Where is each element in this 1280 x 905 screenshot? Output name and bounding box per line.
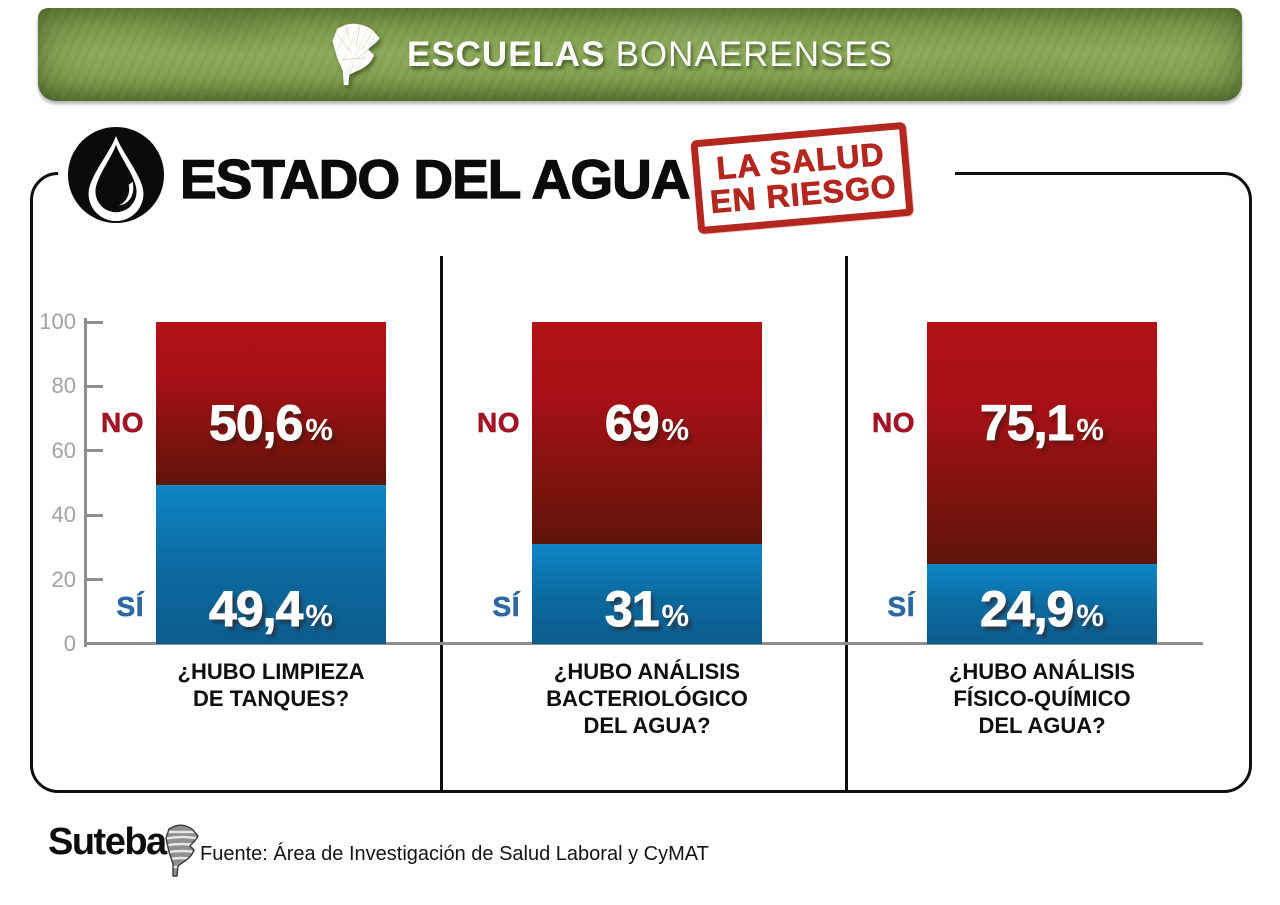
y-tick-label: 80 xyxy=(51,373,76,398)
bar-segment-no xyxy=(927,322,1157,564)
y-tick-label: 0 xyxy=(63,631,76,656)
no-percentage: 69% xyxy=(604,395,690,452)
bar-segment-si xyxy=(927,563,1157,644)
chart-panel-analisis-fisico-quimico: NO SÍ 75,1% 24,9% ¿HUBO ANÁLISIS FÍSICO-… xyxy=(872,322,1157,738)
suteba-province-icon xyxy=(164,824,199,877)
header-banner: ESCUELAS BONAERENSES xyxy=(38,8,1242,101)
no-label: NO xyxy=(101,407,144,439)
header-content: ESCUELAS BONAERENSES xyxy=(327,22,893,88)
salud-en-riesgo-stamp: LA SALUD EN RIESGO xyxy=(690,121,914,235)
y-tick-mark xyxy=(87,642,103,645)
question-label: ¿HUBO ANÁLISIS FÍSICO-QUÍMICO DEL AGUA? xyxy=(948,659,1136,738)
si-label: SÍ xyxy=(887,591,915,623)
y-tick-mark xyxy=(87,321,103,324)
percent-sign: % xyxy=(305,598,333,633)
question-label: ¿HUBO LIMPIEZA DE TANQUES? xyxy=(177,659,365,711)
chart-panel-analisis-bacteriologico: NO SÍ 69% 31% ¿HUBO ANÁLISIS BACTERIOLÓG… xyxy=(477,322,762,738)
y-tick-mark xyxy=(87,449,103,452)
brand-light: BONAERENSES xyxy=(615,34,894,74)
page-title: ESTADO DEL AGUA xyxy=(179,147,691,210)
stacked-bar xyxy=(156,322,386,644)
percent-sign: % xyxy=(1076,412,1104,447)
source-text: Fuente: Área de Investigación de Salud L… xyxy=(200,843,709,865)
si-percentage: 49,4% xyxy=(209,581,333,638)
suteba-logo: Suteba xyxy=(48,822,200,878)
buenos-aires-province-icon xyxy=(332,23,380,85)
percent-sign: % xyxy=(1076,598,1104,633)
si-label: SÍ xyxy=(116,591,144,623)
panel-divider xyxy=(440,256,443,790)
stacked-bar xyxy=(927,322,1157,644)
no-percentage: 75,1% xyxy=(980,395,1104,452)
y-tick-mark xyxy=(87,514,103,517)
bar-segment-si xyxy=(156,484,386,644)
brand-bold: ESCUELAS xyxy=(406,34,606,74)
percent-sign: % xyxy=(661,598,690,633)
no-percentage: 50,6% xyxy=(209,395,333,452)
percent-sign: % xyxy=(305,412,333,447)
bar-segment-no xyxy=(532,322,762,545)
y-tick-mark xyxy=(87,578,103,581)
percent-sign: % xyxy=(661,412,690,447)
brand-title: ESCUELAS BONAERENSES xyxy=(407,35,893,75)
y-tick-label: 100 xyxy=(39,309,76,334)
no-label: NO xyxy=(872,407,915,439)
si-percentage: 31% xyxy=(604,581,690,638)
y-tick-mark xyxy=(87,385,103,388)
si-label: SÍ xyxy=(492,591,520,623)
suteba-logo-text: Suteba xyxy=(48,821,167,863)
y-tick-label: 20 xyxy=(51,567,76,592)
panel-divider xyxy=(845,256,848,790)
bar-segment-no xyxy=(156,322,386,485)
y-tick-label: 60 xyxy=(51,438,76,463)
si-percentage: 24,9% xyxy=(980,581,1104,638)
bar-segment-si xyxy=(532,544,762,644)
y-tick-label: 40 xyxy=(51,502,76,527)
question-label: ¿HUBO ANÁLISIS BACTERIOLÓGICO DEL AGUA? xyxy=(546,659,748,738)
chart-panel-limpieza-tanques: NO SÍ 50,6% 49,4% ¿HUBO LIMPIEZA DE TANQ… xyxy=(101,322,386,711)
no-label: NO xyxy=(477,407,520,439)
stacked-bar xyxy=(532,322,762,644)
y-axis-line xyxy=(84,318,87,647)
water-drop-icon xyxy=(67,126,165,224)
